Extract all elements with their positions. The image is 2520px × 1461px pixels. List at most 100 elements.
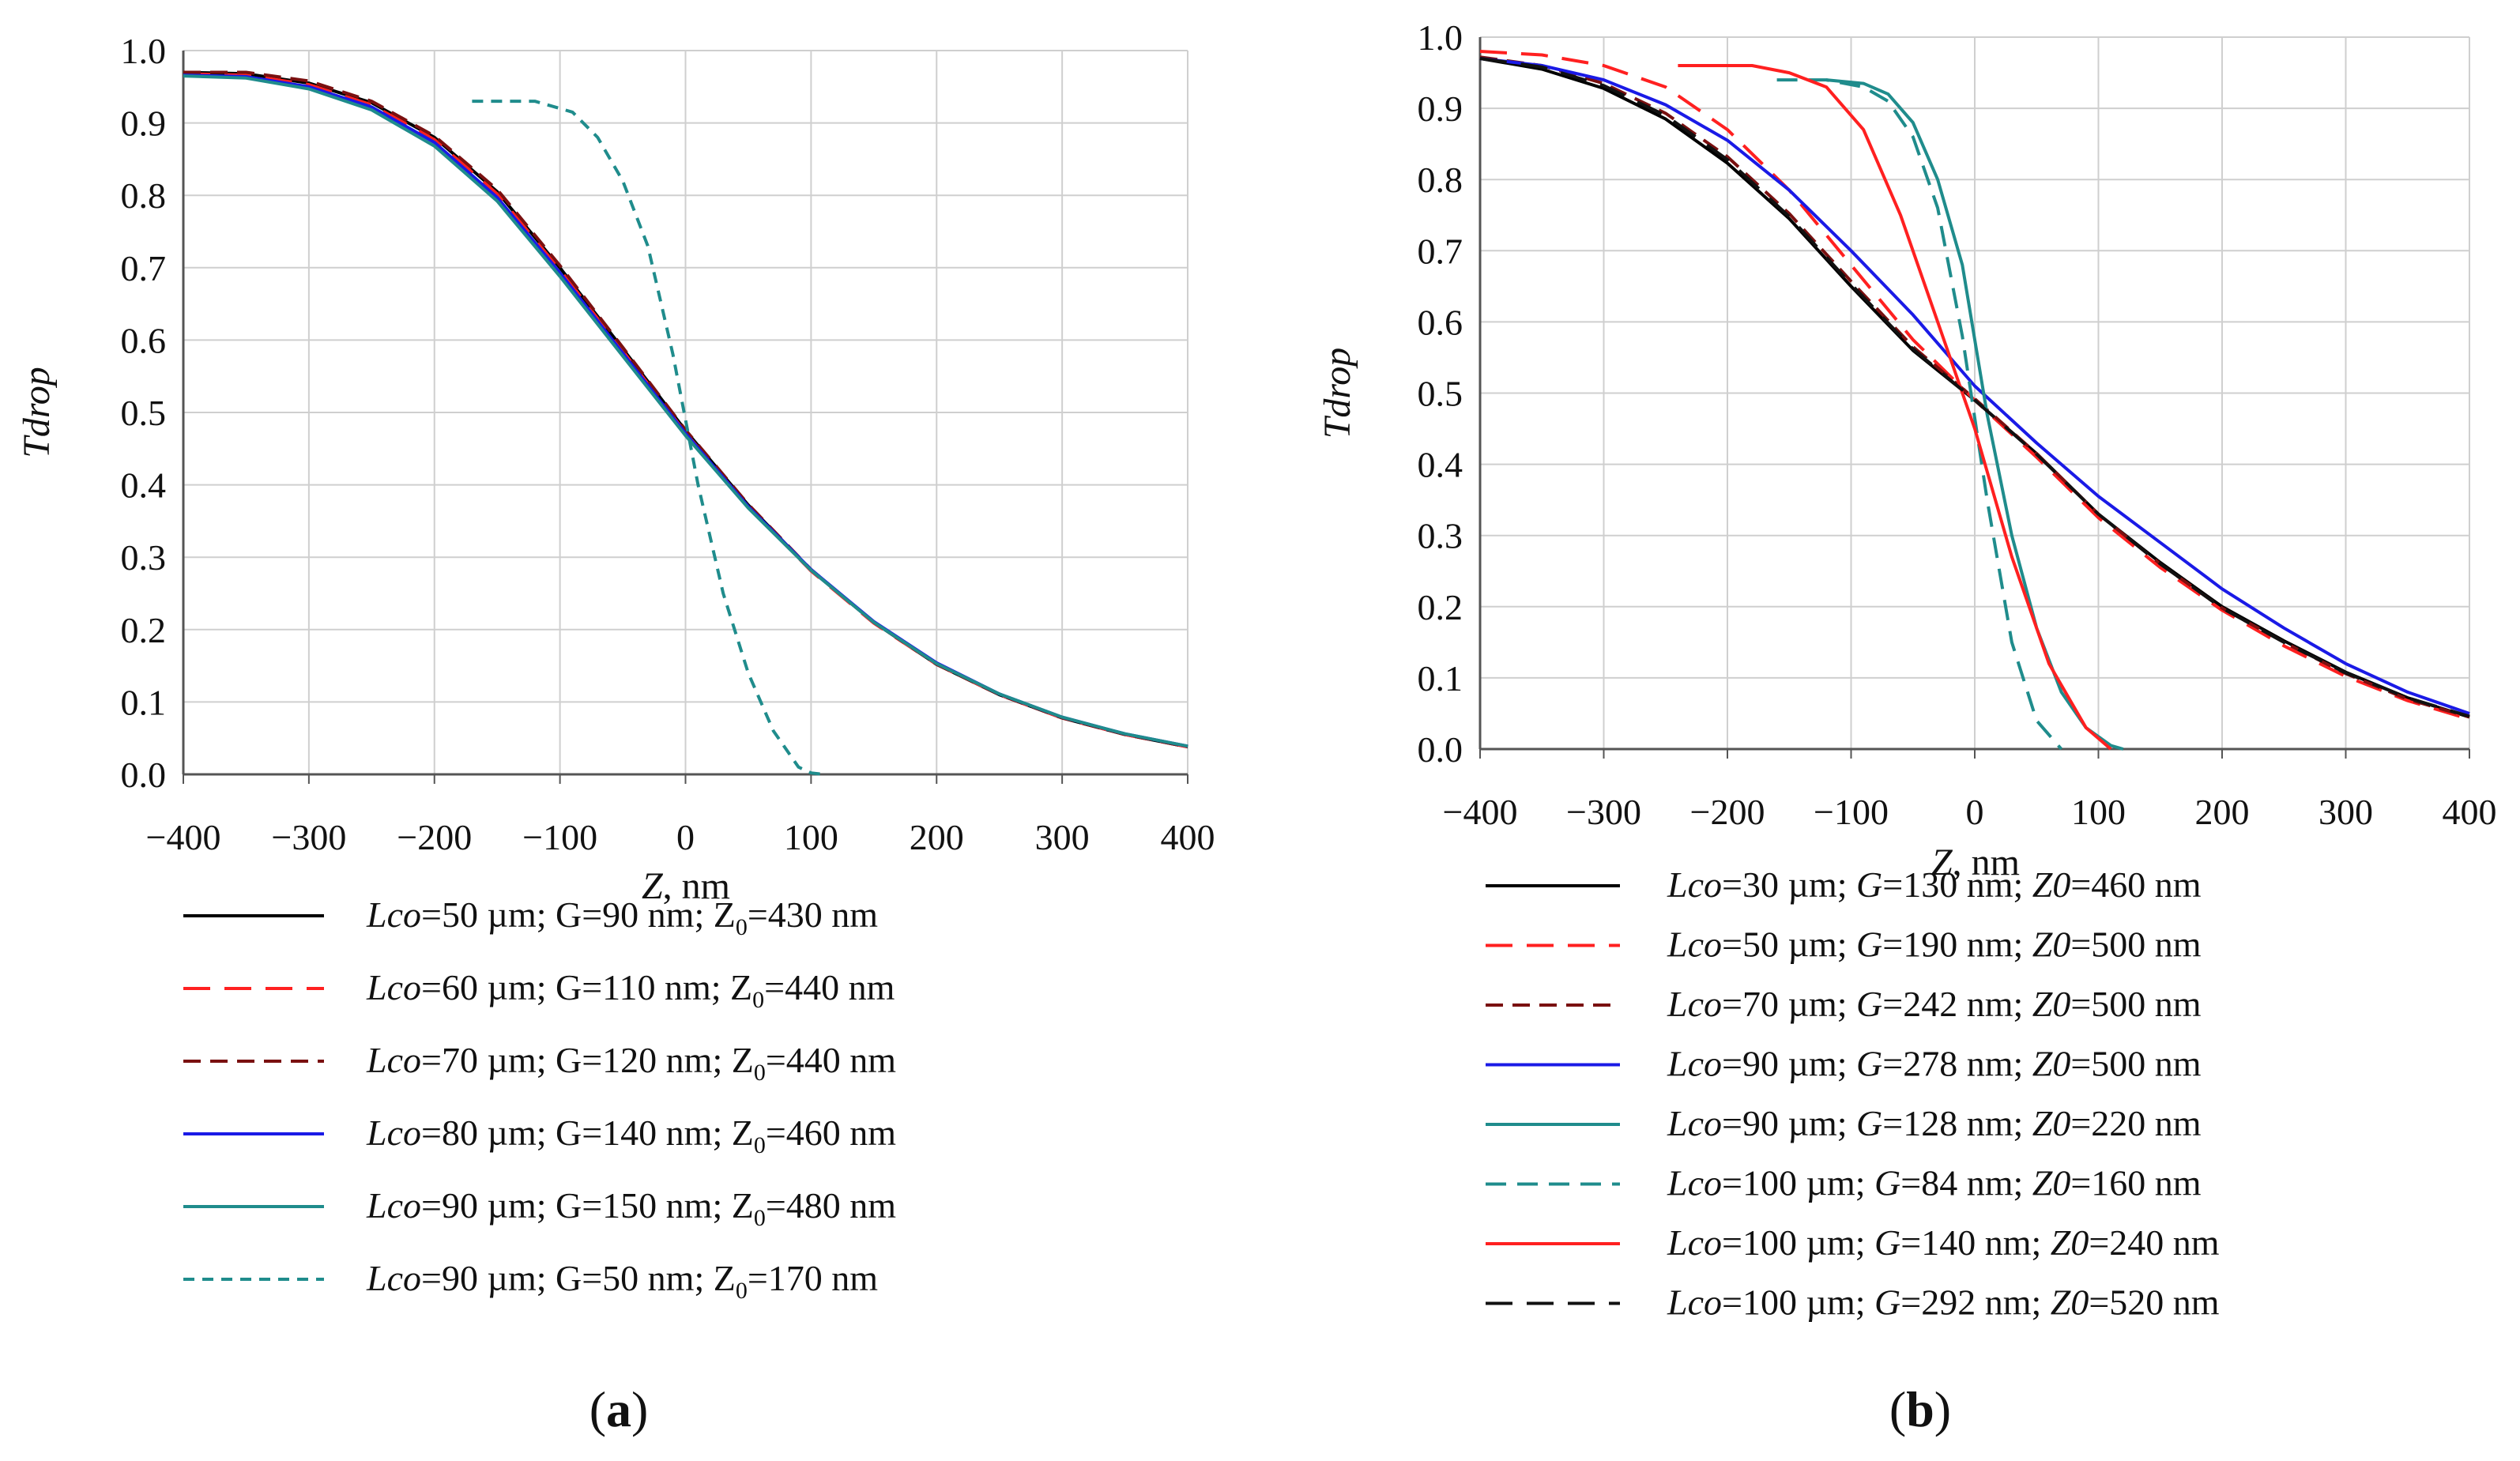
x-tick-label: −100 <box>522 817 597 857</box>
legend-text: =292 nm; <box>1900 1282 2051 1323</box>
panel-label: (b) <box>1889 1381 1951 1437</box>
x-tick-label: 0 <box>676 817 695 857</box>
legend-entry-3: Lco=70 µm; G=120 nm; Z0=440 nm <box>366 1040 896 1086</box>
legend-text: =90 µm; <box>1722 1044 1856 1084</box>
y-tick-label: 0.6 <box>121 320 167 360</box>
legend-text: =128 nm; <box>1882 1103 2032 1143</box>
y-tick-label: 0.2 <box>1418 587 1463 627</box>
panel-label-paren: ) <box>1934 1381 1951 1437</box>
x-tick-label: 200 <box>2195 792 2250 832</box>
legend-text: =500 nm <box>2070 1044 2201 1084</box>
legend-text: =440 nm <box>766 1040 896 1080</box>
x-tick-label: 200 <box>910 817 964 857</box>
legend-subscript: 0 <box>754 1132 766 1158</box>
legend-entry-1: Lco=50 µm; G=90 nm; Z0=430 nm <box>366 894 878 940</box>
y-tick-label: 0.9 <box>121 104 167 144</box>
legend-entry-1: Lco=30 µm; G=130 nm; Z0=460 nm <box>1667 864 2202 905</box>
legend-text: =170 nm <box>748 1258 878 1298</box>
legend-var-g: G <box>1874 1163 1900 1203</box>
legend-text: =80 µm; G=140 nm; Z <box>421 1113 754 1153</box>
legend-text: =100 µm; <box>1722 1163 1874 1203</box>
y-tick-label: 0.2 <box>121 610 167 650</box>
panel-label-letter: b <box>1906 1381 1934 1437</box>
y-tick-label: 0.6 <box>1418 302 1463 342</box>
legend-text: =50 µm; G=90 nm; Z <box>421 894 736 935</box>
legend-var-z0: Z0 <box>2051 1282 2089 1323</box>
legend-var-lco: Lco <box>366 1040 421 1080</box>
x-tick-label: 100 <box>2071 792 2126 832</box>
legend-var-g: G <box>1856 864 1882 905</box>
y-axis-label: Tdrop <box>16 367 58 458</box>
legend-text: =480 nm <box>766 1185 896 1226</box>
series-group <box>1479 50 2470 751</box>
legend-var-lco: Lco <box>1667 1282 1722 1323</box>
legend-var-lco: Lco <box>1667 984 1722 1024</box>
legend-var-z0: Z0 <box>2032 1163 2071 1203</box>
series-line-4 <box>1479 57 2470 715</box>
x-tick-label: 300 <box>1035 817 1090 857</box>
legend-var-lco: Lco <box>366 967 421 1007</box>
legend-var-z0: Z0 <box>2032 1103 2071 1143</box>
x-tick-label: 400 <box>1161 817 1215 857</box>
grid <box>183 50 1188 775</box>
x-axis-label-unit: , nm <box>663 865 730 907</box>
y-tick-label: 0.8 <box>1418 160 1463 200</box>
legend-entry-4: Lco=80 µm; G=140 nm; Z0=460 nm <box>366 1113 896 1158</box>
legend-text: =242 nm; <box>1882 984 2032 1024</box>
legend-text: =190 nm; <box>1882 924 2032 965</box>
chart-panel-b: −400 −300 −200 −100 0 100 200 300 400 0.0 0.1 0.2 0.… <box>1317 17 2497 1437</box>
legend-entry-5: Lco=90 µm; G=128 nm; Z0=220 nm <box>1667 1103 2202 1143</box>
legend-text: =100 µm; <box>1722 1282 1874 1323</box>
legend-var-z0: Z0 <box>2032 924 2071 965</box>
legend-subscript: 0 <box>736 914 748 940</box>
y-tick-label: 0.5 <box>1418 374 1463 414</box>
legend-text: =30 µm; <box>1722 864 1856 905</box>
legend-var-lco: Lco <box>1667 1222 1722 1263</box>
panel-label-paren: ) <box>631 1381 648 1437</box>
y-tick-label: 0.3 <box>121 537 167 578</box>
legend-entry-3: Lco=70 µm; G=242 nm; Z0=500 nm <box>1667 984 2202 1024</box>
legend-text: =50 µm; <box>1722 924 1856 965</box>
chart-panel-a: −400 −300 −200 −100 0 100 200 300 400 0.0 0.1 0.2 0.… <box>16 31 1215 1437</box>
legend-var-lco: Lco <box>1667 924 1722 965</box>
x-tick-label: 300 <box>2318 792 2373 832</box>
series-line-6 <box>472 100 824 776</box>
legend-text: =90 µm; G=50 nm; Z <box>421 1258 736 1298</box>
legend-text: =70 µm; G=120 nm; Z <box>421 1040 754 1080</box>
y-tick-label: 0.0 <box>121 755 167 795</box>
series-line-6 <box>1776 78 2063 751</box>
legend-text: =278 nm; <box>1882 1044 2032 1084</box>
legend-entry-6: Lco=100 µm; G=84 nm; Z0=160 nm <box>1667 1163 2202 1203</box>
legend-text: =460 nm <box>766 1113 896 1153</box>
legend-text: =220 nm <box>2070 1103 2201 1143</box>
legend-text: =60 µm; G=110 nm; Z <box>421 967 752 1007</box>
x-axis-label: Z, nm <box>642 865 730 907</box>
x-axis-label-var: Z <box>1931 842 1953 883</box>
legend-var-z0: Z0 <box>2051 1222 2089 1263</box>
legend-var-lco: Lco <box>366 1113 421 1153</box>
legend-text: =240 nm <box>2089 1222 2219 1263</box>
y-tick-label: 0.7 <box>121 248 167 288</box>
legend-text: =520 nm <box>2089 1282 2219 1323</box>
legend-var-g: G <box>1874 1222 1900 1263</box>
y-tick-label: 1.0 <box>1418 17 1463 58</box>
y-tick-label: 0.1 <box>121 682 167 722</box>
legend-subscript: 0 <box>736 1278 748 1304</box>
legend-var-g: G <box>1856 1103 1882 1143</box>
x-axis-label: Z, nm <box>1931 842 2020 883</box>
legend-var-g: G <box>1874 1282 1900 1323</box>
legend-entry-4: Lco=90 µm; G=278 nm; Z0=500 nm <box>1667 1044 2202 1084</box>
panel-label: (a) <box>590 1381 649 1437</box>
y-tick-label: 1.0 <box>121 31 167 71</box>
series-line-8 <box>1479 57 2470 718</box>
legend-text: =500 nm <box>2070 924 2201 965</box>
legend-text: =160 nm <box>2070 1163 2201 1203</box>
y-tick-label: 0.5 <box>121 393 167 433</box>
legend-entry-6: Lco=90 µm; G=50 nm; Z0=170 nm <box>366 1258 878 1304</box>
legend-var-z0: Z0 <box>2032 1044 2071 1084</box>
legend-var-g: G <box>1856 984 1882 1024</box>
panel-label-letter: a <box>606 1381 631 1437</box>
